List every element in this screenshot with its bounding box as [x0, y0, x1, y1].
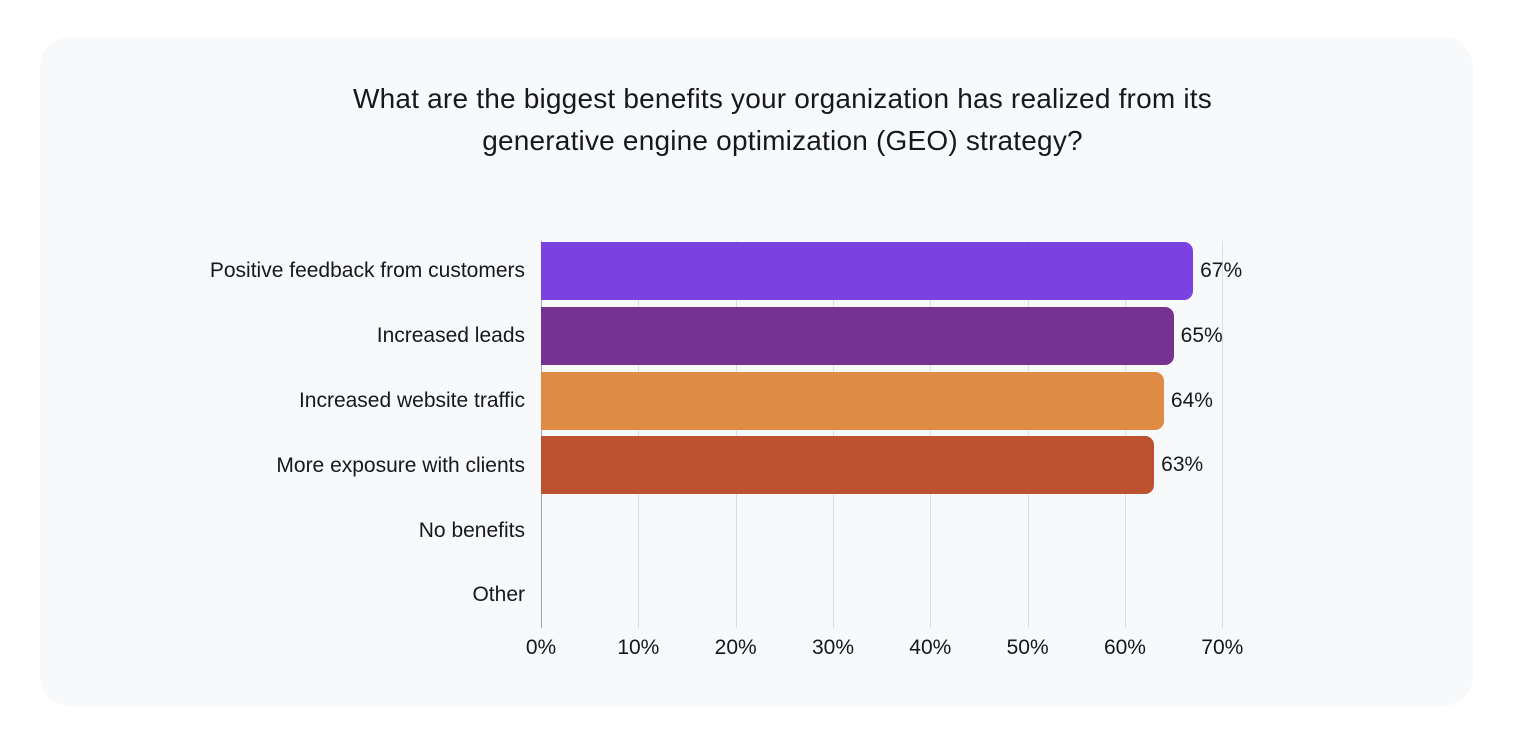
gridline	[832, 241, 834, 628]
x-tick-label: 70%	[1201, 636, 1244, 659]
category-label: Positive feedback from customers	[209, 259, 525, 283]
category-label: Increased website traffic	[298, 388, 525, 412]
bar-chart-plot-area: 0% 10% 20% 30% 40% 50% 60% 70% Positive feedback…	[96, 239, 1316, 659]
gridline	[735, 241, 737, 628]
x-tick-label: 40%	[909, 636, 952, 659]
y-axis-line	[541, 241, 542, 628]
value-label: 65%	[1180, 323, 1223, 347]
bar	[541, 371, 1164, 430]
x-tick-label: 60%	[1103, 636, 1146, 659]
bar	[541, 306, 1174, 365]
gridline	[930, 241, 932, 628]
x-tick-label: 50%	[1006, 636, 1049, 659]
category-label: No benefits	[418, 518, 525, 542]
value-label: 67%	[1200, 259, 1243, 282]
gridline	[1222, 241, 1224, 628]
chart-title: What are the biggest benefits your organ…	[40, 78, 1473, 162]
category-label: Increased leads	[376, 324, 525, 348]
gridline	[638, 241, 640, 628]
category-label: More exposure with clients	[276, 453, 525, 477]
chart-title-line-1: What are the biggest benefits your organ…	[353, 83, 1212, 114]
x-tick-label: 30%	[811, 636, 854, 659]
category-label: Other	[472, 583, 525, 607]
gridline	[1027, 241, 1029, 628]
x-tick-label: 0%	[525, 636, 557, 659]
gridline	[1124, 241, 1126, 628]
bar	[541, 242, 1194, 300]
bar	[541, 436, 1155, 495]
value-label: 64%	[1170, 388, 1213, 412]
value-label: 63%	[1161, 453, 1204, 477]
x-tick-label: 20%	[714, 636, 757, 659]
x-tick-label: 10%	[617, 636, 660, 659]
chart-card: What are the biggest benefits your organ…	[40, 37, 1473, 706]
chart-title-line-2: generative engine optimization (GEO) str…	[482, 125, 1083, 156]
